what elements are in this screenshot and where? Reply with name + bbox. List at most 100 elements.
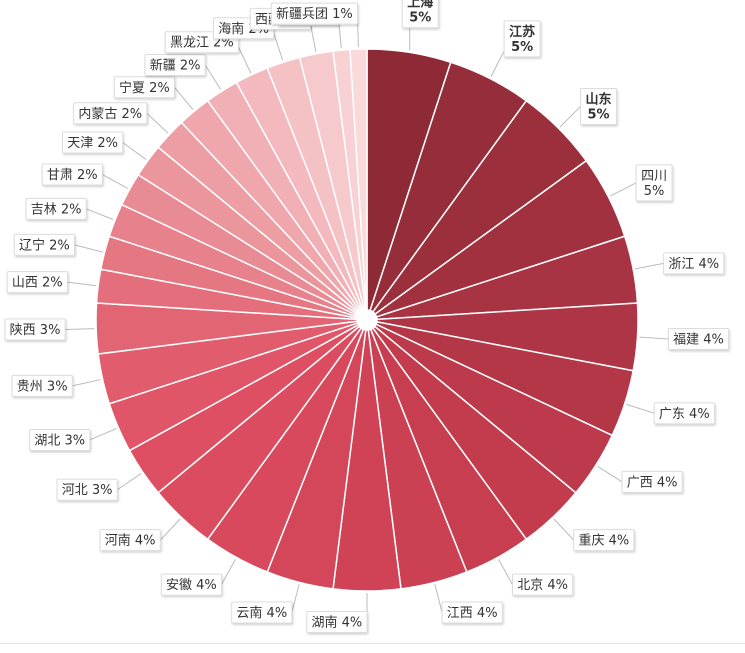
data-label-21: 辽宁 2% xyxy=(13,233,75,256)
label-leader-lines xyxy=(65,18,669,622)
data-label-10: 北京 4% xyxy=(511,573,574,596)
data-label-13: 云南 4% xyxy=(231,601,293,624)
leader-line xyxy=(498,558,513,585)
data-label-text: 辽宁 2% xyxy=(19,237,70,253)
data-label-box xyxy=(635,164,673,202)
leader-line xyxy=(102,174,129,189)
leader-line xyxy=(273,32,284,61)
data-label-box xyxy=(4,318,66,341)
data-label-text: 云南 4% xyxy=(236,605,287,621)
data-label-text: 5% xyxy=(409,11,431,26)
leader-line xyxy=(116,473,142,491)
data-label-text: 河南 4% xyxy=(105,533,156,549)
data-label-box xyxy=(41,163,103,186)
data-label-20: 山西 2% xyxy=(6,271,68,294)
data-label-box xyxy=(503,20,541,58)
data-label-text: 福建 4% xyxy=(673,332,724,347)
data-label-27: 新疆 2% xyxy=(144,54,206,77)
data-label-box xyxy=(113,76,175,99)
leader-line xyxy=(67,281,97,287)
leader-line xyxy=(639,336,669,340)
leader-line xyxy=(159,518,181,541)
leader-line xyxy=(204,64,222,90)
data-label-box xyxy=(270,2,359,25)
data-label-text: 江西 4% xyxy=(447,606,498,621)
data-label-8: 广西 4% xyxy=(621,470,683,493)
data-label-text: 湖南 4% xyxy=(312,615,363,631)
pie-slices xyxy=(95,48,639,592)
data-label-text: 广东 4% xyxy=(659,407,710,422)
data-label-box xyxy=(11,374,73,397)
leader-line xyxy=(597,465,623,483)
data-label-1: 上海5% xyxy=(401,0,439,29)
data-label-18: 贵州 3% xyxy=(11,374,73,397)
data-label-text: 吉林 2% xyxy=(31,202,82,217)
leader-line xyxy=(291,584,300,613)
leader-line xyxy=(74,244,103,253)
data-label-26: 宁夏 2% xyxy=(113,76,175,99)
slice-2 xyxy=(369,61,528,313)
leader-line xyxy=(626,403,655,414)
leader-line xyxy=(610,182,637,197)
data-label-box xyxy=(511,573,574,596)
data-label-text: 5% xyxy=(511,40,533,55)
bottom-divider xyxy=(0,643,745,644)
data-label-box xyxy=(653,402,715,425)
data-label-22: 吉林 2% xyxy=(25,197,87,220)
data-label-text: 5% xyxy=(588,107,610,122)
data-label-box xyxy=(160,573,223,596)
slice-3 xyxy=(371,99,588,316)
data-label-box xyxy=(99,529,161,552)
data-label-32: 新疆兵团 1% xyxy=(270,2,359,25)
data-labels: 上海5%江苏5%山东5%四川5%浙江 4%福建 4%广东 4%广西 4%重庆 4… xyxy=(4,0,730,633)
data-label-5: 浙江 4% xyxy=(663,252,725,275)
data-label-text: 河北 3% xyxy=(62,483,113,498)
data-label-box xyxy=(144,54,206,77)
data-label-text: 安徽 4% xyxy=(166,578,217,593)
leader-line xyxy=(174,86,194,110)
data-label-box xyxy=(621,470,683,493)
slice-4 xyxy=(374,159,626,318)
data-label-12: 湖南 4% xyxy=(306,611,368,633)
data-label-9: 重庆 4% xyxy=(573,529,635,552)
data-label-box xyxy=(667,327,730,350)
data-label-3: 山东5% xyxy=(580,87,618,125)
data-label-11: 江西 4% xyxy=(441,601,503,624)
data-label-17: 湖北 3% xyxy=(29,428,91,451)
data-label-text: 宁夏 2% xyxy=(119,80,170,96)
leader-line xyxy=(635,262,664,270)
data-label-16: 河北 3% xyxy=(56,478,118,501)
data-label-text: 新疆兵团 1% xyxy=(276,6,353,22)
data-label-box xyxy=(231,601,293,624)
leader-line xyxy=(434,584,443,613)
data-label-4: 四川5% xyxy=(635,164,673,202)
data-label-name: 江苏 xyxy=(509,24,535,40)
data-label-text: 山西 2% xyxy=(12,276,63,291)
data-label-box xyxy=(73,102,148,125)
data-label-text: 内蒙古 2% xyxy=(78,106,142,122)
data-label-19: 陕西 3% xyxy=(4,318,66,341)
leader-line xyxy=(221,558,236,585)
leader-line xyxy=(237,46,252,74)
leader-line xyxy=(86,208,114,220)
data-label-24: 天津 2% xyxy=(61,131,124,154)
data-label-name: 上海 xyxy=(407,0,433,11)
data-label-text: 湖北 3% xyxy=(34,433,85,448)
data-label-text: 贵州 3% xyxy=(17,379,68,394)
slice-32 xyxy=(349,48,368,311)
leader-line xyxy=(309,23,317,52)
data-label-name: 山东 xyxy=(586,91,612,107)
data-label-25: 内蒙古 2% xyxy=(73,102,148,125)
data-label-box xyxy=(6,271,68,294)
data-label-text: 甘肃 2% xyxy=(47,168,98,183)
data-label-box xyxy=(13,233,75,256)
data-label-text: 陕西 3% xyxy=(10,323,61,338)
data-label-box xyxy=(56,478,118,501)
data-label-box xyxy=(306,611,368,633)
leader-line xyxy=(146,112,169,134)
data-label-text: 新疆 2% xyxy=(150,58,201,74)
data-label-text: 黑龙江 2% xyxy=(170,36,234,51)
data-label-6: 福建 4% xyxy=(667,327,730,350)
data-label-text: 北京 4% xyxy=(517,578,568,593)
data-label-box xyxy=(29,428,91,451)
